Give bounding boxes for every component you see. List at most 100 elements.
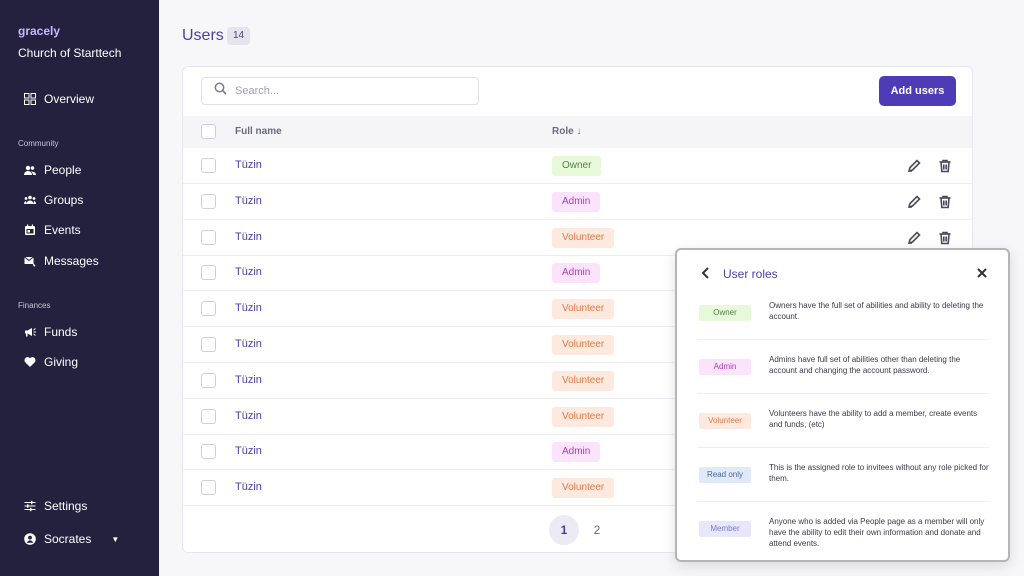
role-badge: Admin bbox=[552, 191, 601, 212]
column-header-full-name[interactable]: Full name bbox=[235, 126, 282, 137]
user-name-cell[interactable]: Tüzin bbox=[235, 481, 262, 494]
table-row[interactable]: Tüzin Volunteer bbox=[183, 327, 972, 363]
role-description: Owners have the full set of abilities an… bbox=[769, 301, 984, 321]
nav-giving-label: Giving bbox=[44, 355, 79, 369]
row-checkbox[interactable] bbox=[201, 337, 216, 352]
row-checkbox[interactable] bbox=[201, 229, 216, 245]
sliders-icon bbox=[24, 500, 36, 512]
delete-trash-icon[interactable] bbox=[937, 194, 953, 210]
groups-icon bbox=[24, 194, 36, 206]
nav-messages-label: Messages bbox=[44, 254, 99, 268]
user-name-cell[interactable]: Tüzin bbox=[235, 230, 262, 243]
caret-down-icon: ▼ bbox=[111, 534, 120, 544]
users-count-badge: 14 bbox=[227, 27, 251, 45]
table-row[interactable]: Tüzin Volunteer bbox=[183, 470, 972, 507]
role-badge: Volunteer bbox=[699, 413, 751, 429]
nav-overview-label: Overview bbox=[44, 92, 95, 106]
role-description-item: Volunteer Volunteers have the ability to … bbox=[697, 394, 989, 448]
role-badge: Volunteer bbox=[552, 370, 615, 391]
nav-people-label: People bbox=[44, 163, 82, 177]
nav-settings[interactable]: Settings bbox=[24, 495, 87, 517]
table-row[interactable]: Tüzin Volunteer bbox=[183, 220, 972, 256]
nav-overview[interactable]: Overview bbox=[24, 88, 94, 110]
table-row[interactable]: Tüzin Volunteer bbox=[183, 399, 972, 435]
calendar-icon bbox=[24, 224, 36, 236]
role-badge: Volunteer bbox=[552, 335, 615, 355]
row-checkbox[interactable] bbox=[201, 265, 216, 281]
user-name-cell[interactable]: Tüzin bbox=[235, 409, 262, 422]
row-checkbox[interactable] bbox=[201, 193, 216, 209]
user-name-cell[interactable]: Tüzin bbox=[235, 159, 262, 171]
people-icon bbox=[24, 164, 36, 176]
user-menu[interactable]: Socrates ▼ bbox=[24, 528, 119, 550]
nav-funds[interactable]: Funds bbox=[24, 321, 77, 343]
nav-events[interactable]: Events bbox=[24, 219, 81, 241]
table-row[interactable]: Tüzin Owner bbox=[183, 148, 972, 184]
row-checkbox[interactable] bbox=[201, 480, 216, 496]
add-users-button[interactable]: Add users bbox=[879, 76, 956, 106]
role-badge: Read only bbox=[699, 467, 751, 483]
nav-messages[interactable]: Messages bbox=[24, 250, 99, 272]
role-description: Admins have full set of abilities other … bbox=[769, 355, 961, 375]
role-description-item: Admin Admins have full set of abilities o… bbox=[697, 340, 989, 394]
edit-pencil-icon[interactable] bbox=[906, 194, 922, 210]
table-row[interactable]: Tüzin Admin bbox=[183, 255, 972, 292]
role-badge: Owner bbox=[552, 156, 602, 176]
search-input[interactable] bbox=[235, 85, 465, 97]
select-all-checkbox[interactable] bbox=[201, 124, 216, 139]
nav-giving[interactable]: Giving bbox=[24, 351, 78, 373]
role-description: Anyone who is added via People page as a… bbox=[769, 517, 985, 548]
role-badge: Member bbox=[699, 521, 751, 537]
role-badge: Volunteer bbox=[552, 478, 615, 499]
close-icon[interactable] bbox=[975, 266, 989, 280]
table-row[interactable]: Tüzin Volunteer bbox=[183, 291, 972, 328]
table-row[interactable]: Tüzin Volunteer bbox=[183, 363, 972, 399]
search-box[interactable] bbox=[201, 77, 479, 105]
nav-events-label: Events bbox=[44, 223, 81, 237]
user-name-cell[interactable]: Tüzin bbox=[235, 302, 262, 315]
page-1-button[interactable]: 1 bbox=[549, 515, 579, 545]
grid-icon bbox=[24, 93, 36, 105]
page-title: Users bbox=[182, 27, 224, 44]
role-description-item: Member Anyone who is added via People pag… bbox=[697, 502, 989, 556]
user-roles-popover: User roles Owner Owners have the full set… bbox=[675, 248, 1010, 562]
page-2-button[interactable]: 2 bbox=[593, 523, 601, 537]
user-name-cell[interactable]: Tüzin bbox=[235, 266, 262, 279]
table-row[interactable]: Tüzin Admin bbox=[183, 434, 972, 471]
user-name-cell[interactable]: Tüzin bbox=[235, 445, 262, 458]
role-description-item: Read only This is the assigned role to in… bbox=[697, 448, 989, 502]
nav-groups[interactable]: Groups bbox=[24, 189, 83, 211]
user-name-cell[interactable]: Tüzin bbox=[235, 338, 262, 350]
messages-icon bbox=[24, 255, 36, 267]
role-badge: Admin bbox=[552, 263, 601, 284]
role-description: Volunteers have the ability to add a mem… bbox=[769, 409, 978, 429]
user-name: Socrates bbox=[44, 532, 92, 546]
nav-funds-label: Funds bbox=[44, 325, 78, 339]
user-name-cell[interactable]: Tüzin bbox=[235, 194, 262, 207]
edit-pencil-icon[interactable] bbox=[906, 158, 922, 174]
brand-logo: gracely bbox=[18, 24, 61, 38]
sidebar: gracely Church of Starttech Overview Com… bbox=[0, 0, 159, 576]
row-checkbox[interactable] bbox=[201, 158, 216, 173]
column-header-role[interactable]: Role ↓ bbox=[552, 126, 582, 137]
org-name: Church of Starttech bbox=[18, 46, 122, 60]
row-checkbox[interactable] bbox=[201, 444, 216, 460]
table-row[interactable]: Tüzin Admin bbox=[183, 184, 972, 220]
nav-settings-label: Settings bbox=[44, 499, 88, 513]
role-badge: Volunteer bbox=[552, 299, 615, 320]
row-checkbox[interactable] bbox=[201, 301, 216, 317]
row-checkbox[interactable] bbox=[201, 408, 216, 424]
delete-trash-icon[interactable] bbox=[937, 158, 953, 174]
delete-trash-icon[interactable] bbox=[937, 230, 953, 246]
nav-people[interactable]: People bbox=[24, 159, 81, 181]
row-checkbox[interactable] bbox=[201, 372, 216, 388]
user-name-cell[interactable]: Tüzin bbox=[235, 373, 262, 386]
role-badge: Owner bbox=[699, 305, 751, 321]
table-header: Full name Role ↓ bbox=[183, 116, 972, 148]
role-badge: Admin bbox=[699, 359, 751, 375]
role-description-item: Owner Owners have the full set of abiliti… bbox=[697, 286, 989, 340]
popover-title: User roles bbox=[723, 267, 778, 281]
edit-pencil-icon[interactable] bbox=[906, 230, 922, 246]
section-finances: Finances bbox=[18, 301, 51, 310]
back-chevron-icon[interactable] bbox=[699, 266, 713, 280]
